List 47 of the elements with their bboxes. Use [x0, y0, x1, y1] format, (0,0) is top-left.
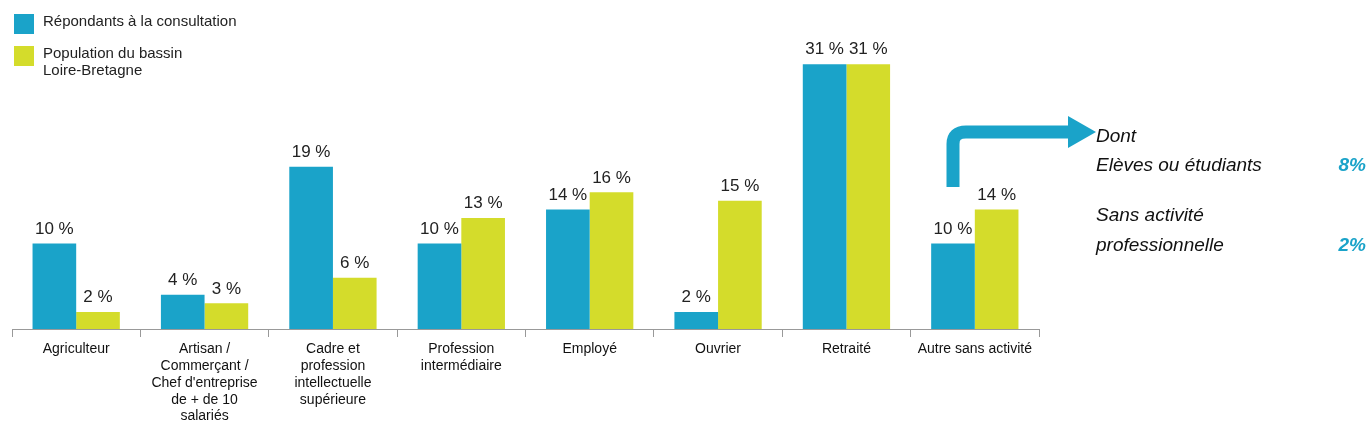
data-label: 31 % — [848, 39, 888, 59]
bar — [974, 209, 1019, 329]
legend-label: Population du bassin Loire-Bretagne — [43, 44, 183, 78]
data-label: 2 % — [83, 287, 113, 307]
bar — [461, 217, 505, 329]
x-tick-label: Employé — [562, 340, 618, 357]
bar — [546, 209, 590, 329]
bar — [718, 200, 762, 329]
bar — [589, 192, 634, 329]
bar — [417, 243, 462, 329]
data-label: 10 % — [933, 218, 973, 238]
bar — [802, 64, 847, 329]
bar — [332, 277, 377, 329]
data-label: 10 % — [34, 218, 74, 238]
data-label: 14 % — [977, 184, 1017, 204]
bar — [846, 64, 891, 329]
text: Dont — [1096, 124, 1138, 148]
text: Sans activité professionnelle — [1096, 203, 1225, 257]
bar — [32, 243, 77, 329]
text: 8% — [1338, 153, 1366, 177]
bar — [674, 311, 719, 329]
data-label: 6 % — [340, 252, 370, 272]
bar — [160, 294, 205, 329]
data-label: 19 % — [291, 141, 331, 161]
x-tick-label: Retraité — [821, 340, 872, 357]
text: Elèves ou étudiants — [1096, 153, 1263, 177]
data-label: 10 % — [420, 218, 459, 238]
data-label: 4 % — [168, 270, 198, 290]
data-label: 2 % — [681, 287, 711, 307]
bar — [76, 311, 120, 329]
data-label: 14 % — [548, 184, 588, 204]
x-tick-label: Agriculteur — [42, 340, 110, 357]
data-label: 16 % — [592, 167, 631, 187]
x-tick-label: Ouvrier — [695, 340, 742, 357]
bar — [931, 243, 975, 329]
x-tick-label: Profession intermédiaire — [420, 340, 502, 374]
text: 2% — [1338, 233, 1366, 257]
data-label: 13 % — [463, 193, 503, 213]
data-label: 15 % — [720, 176, 760, 196]
data-label: 3 % — [211, 278, 242, 298]
x-tick-label: Artisan / Commerçant / Chef d'entreprise de + de 10 salariés — [151, 340, 258, 424]
x-tick-label: Autre sans activité — [917, 340, 1033, 357]
bar — [289, 166, 333, 329]
x-tick-label: Cadre et profession intellectuelle supérieure — [294, 340, 372, 407]
bar — [204, 303, 249, 329]
legend-label: Répondants à la consultation — [43, 12, 237, 29]
data-label: 31 % — [805, 39, 844, 59]
